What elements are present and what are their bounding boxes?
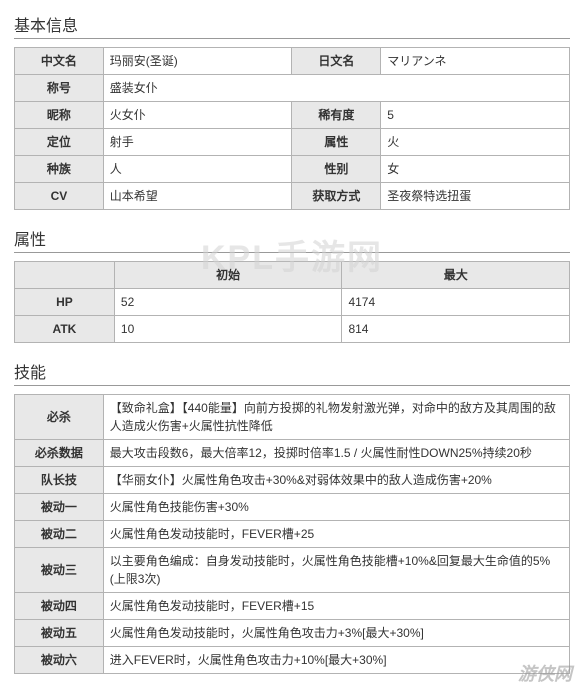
stats-init-header: 初始 xyxy=(114,262,342,289)
skills-table: 必杀 【致命礼盒】【440能量】向前方投掷的礼物发射激光弹，对命中的敌方及其周围… xyxy=(14,394,570,674)
label-leader: 队长技 xyxy=(15,467,104,494)
basic-info-table: 中文名 玛丽安(圣诞) 日文名 マリアンネ 称号 盛装女仆 昵称 火女仆 稀有度… xyxy=(14,47,570,210)
stats-blank xyxy=(15,262,115,289)
value-hp-init: 52 xyxy=(114,289,342,316)
value-p4: 火属性角色发动技能时，FEVER槽+15 xyxy=(103,593,569,620)
label-ult: 必杀 xyxy=(15,395,104,440)
label-p5: 被动五 xyxy=(15,620,104,647)
value-p6: 进入FEVER时，火属性角色攻击力+10%[最大+30%] xyxy=(103,647,569,674)
value-element: 火 xyxy=(381,129,570,156)
value-gender: 女 xyxy=(381,156,570,183)
value-cn-name: 玛丽安(圣诞) xyxy=(103,48,292,75)
value-p5: 火属性角色发动技能时，火属性角色攻击力+3%[最大+30%] xyxy=(103,620,569,647)
label-nick: 昵称 xyxy=(15,102,104,129)
label-p1: 被动一 xyxy=(15,494,104,521)
label-p6: 被动六 xyxy=(15,647,104,674)
value-p1: 火属性角色技能伤害+30% xyxy=(103,494,569,521)
label-p3: 被动三 xyxy=(15,548,104,593)
value-nick: 火女仆 xyxy=(103,102,292,129)
value-atk-init: 10 xyxy=(114,316,342,343)
label-atk: ATK xyxy=(15,316,115,343)
section-title-basic: 基本信息 xyxy=(14,8,570,39)
value-ult-data: 最大攻击段数6，最大倍率12，投掷时倍率1.5 / 火属性耐性DOWN25%持续… xyxy=(103,440,569,467)
label-role: 定位 xyxy=(15,129,104,156)
label-p4: 被动四 xyxy=(15,593,104,620)
value-p2: 火属性角色发动技能时，FEVER槽+25 xyxy=(103,521,569,548)
label-element: 属性 xyxy=(292,129,381,156)
value-rarity: 5 xyxy=(381,102,570,129)
value-obtain: 圣夜祭特选扭蛋 xyxy=(381,183,570,210)
stats-max-header: 最大 xyxy=(342,262,570,289)
value-cv: 山本希望 xyxy=(103,183,292,210)
label-ult-data: 必杀数据 xyxy=(15,440,104,467)
value-role: 射手 xyxy=(103,129,292,156)
value-hp-max: 4174 xyxy=(342,289,570,316)
value-race: 人 xyxy=(103,156,292,183)
value-leader: 【华丽女仆】火属性角色攻击+30%&对弱体效果中的敌人造成伤害+20% xyxy=(103,467,569,494)
section-title-skills: 技能 xyxy=(14,355,570,386)
label-hp: HP xyxy=(15,289,115,316)
label-race: 种族 xyxy=(15,156,104,183)
value-ult: 【致命礼盒】【440能量】向前方投掷的礼物发射激光弹，对命中的敌方及其周围的敌人… xyxy=(103,395,569,440)
stats-table: 初始 最大 HP 52 4174 ATK 10 814 xyxy=(14,261,570,343)
label-rarity: 稀有度 xyxy=(292,102,381,129)
label-obtain: 获取方式 xyxy=(292,183,381,210)
label-cn-name: 中文名 xyxy=(15,48,104,75)
label-jp-name: 日文名 xyxy=(292,48,381,75)
value-jp-name: マリアンネ xyxy=(381,48,570,75)
section-title-stats: 属性 xyxy=(14,222,570,253)
label-p2: 被动二 xyxy=(15,521,104,548)
label-gender: 性别 xyxy=(292,156,381,183)
value-title: 盛装女仆 xyxy=(103,75,569,102)
value-p3: 以主要角色编成：自身发动技能时，火属性角色技能槽+10%&回复最大生命值的5%(… xyxy=(103,548,569,593)
label-title: 称号 xyxy=(15,75,104,102)
value-atk-max: 814 xyxy=(342,316,570,343)
label-cv: CV xyxy=(15,183,104,210)
